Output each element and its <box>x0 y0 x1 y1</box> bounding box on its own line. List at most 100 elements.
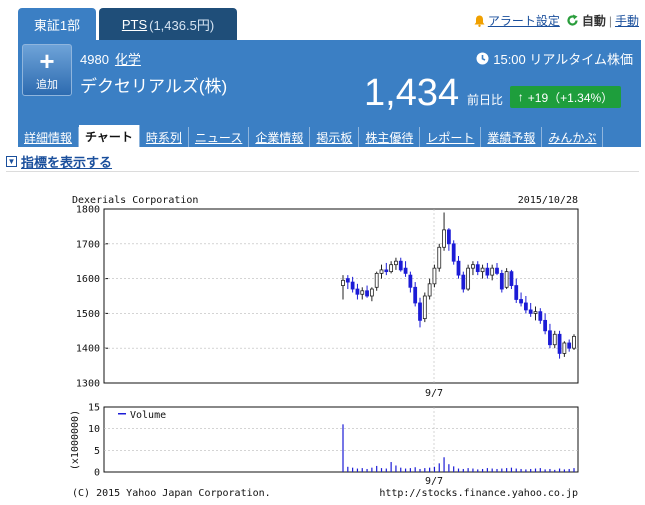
candle-body <box>471 264 475 269</box>
candle-body <box>451 243 456 262</box>
stock-chart: Dexerials Corporation 2015/10/28 1800 170… <box>60 190 590 505</box>
candle-body <box>365 290 369 297</box>
alert-setting-link[interactable]: アラート設定 <box>487 14 560 28</box>
indicator-toggle[interactable]: ▼ 指標を表示する <box>6 152 112 171</box>
candle-body <box>475 264 480 273</box>
volume-x-tick: 9/7 <box>425 476 443 487</box>
candle-body <box>341 279 345 286</box>
volume-legend: Volume <box>130 410 166 421</box>
candle-body <box>567 342 572 349</box>
candle-body <box>490 267 495 276</box>
candle-body <box>413 286 418 304</box>
volume-legend-swatch <box>118 413 126 415</box>
candle-body <box>408 274 413 288</box>
stock-code-line: 4980 化学 <box>80 49 141 68</box>
chart-copyright: (C) 2015 Yahoo Japan Corporation. <box>72 488 271 499</box>
price-y-tick: 1300 <box>76 379 100 390</box>
manual-refresh-link[interactable]: 手動 <box>614 14 639 28</box>
candle-body <box>355 288 360 295</box>
candle-body <box>523 302 528 311</box>
top-right-controls: アラート設定 自動 | 手動 <box>474 12 639 29</box>
candle-body <box>427 283 432 297</box>
price-y-tick: 1400 <box>76 344 100 355</box>
realtime-label: 15:00 リアルタイム株価 <box>493 52 633 67</box>
volume-y-tick: 10 <box>88 424 100 435</box>
expand-icon: ▼ <box>6 156 17 167</box>
candle-body <box>538 311 543 321</box>
auto-refresh-toggle[interactable]: 自動 <box>581 14 606 28</box>
candle-body <box>461 274 466 290</box>
market-tabs: 東証1部 PTS (1,436.5円) <box>0 0 645 40</box>
add-button-label: 追加 <box>36 78 58 91</box>
candle-body <box>442 229 446 248</box>
candle-body <box>456 260 461 276</box>
candle-body <box>384 269 389 273</box>
tab-company-info[interactable]: 企業情報 <box>249 127 311 147</box>
candle-body <box>437 246 442 269</box>
chart-source-url: http://stocks.finance.yahoo.co.jp <box>379 488 578 499</box>
indicator-toggle-link[interactable]: 指標を表示する <box>21 155 113 170</box>
volume-axis-label: (x1000000) <box>70 410 81 470</box>
candle-body <box>504 271 509 288</box>
candle-body <box>499 272 504 290</box>
candle-body <box>422 295 427 320</box>
tab-tse[interactable]: 東証1部 <box>18 8 96 40</box>
tab-pts[interactable]: PTS (1,436.5円) <box>99 8 237 40</box>
candle-body <box>572 335 576 349</box>
tab-tse-label: 東証1部 <box>33 17 81 33</box>
price-y-tick: 1700 <box>76 239 100 250</box>
tab-news[interactable]: ニュース <box>189 127 250 147</box>
bell-icon <box>474 15 485 27</box>
candle-body <box>369 288 374 297</box>
divider <box>6 171 639 172</box>
tab-shareholder-benefits[interactable]: 株主優待 <box>359 127 421 147</box>
volume-plot-frame <box>103 406 579 473</box>
candle-body <box>548 330 552 346</box>
candle-body <box>552 333 557 346</box>
stock-price: 1,434 <box>364 72 460 114</box>
tab-minkabu[interactable]: みんかぶ <box>542 127 604 147</box>
pts-price: (1,436.5円) <box>149 17 215 33</box>
arrow-up-icon: ↑ <box>517 90 524 104</box>
clock-icon <box>476 52 489 65</box>
refresh-icon <box>567 14 578 26</box>
candle-body <box>466 267 471 290</box>
chart-svg: Dexerials Corporation 2015/10/28 1800 170… <box>70 195 579 499</box>
volume-y-tick: 0 <box>94 468 100 479</box>
candle-body <box>398 260 403 271</box>
tab-earnings-forecast[interactable]: 業績予報 <box>481 127 543 147</box>
volume-y-tick: 15 <box>88 403 100 414</box>
tab-chart[interactable]: チャート <box>79 125 140 147</box>
pts-link[interactable]: PTS <box>121 16 148 32</box>
tab-report[interactable]: レポート <box>420 127 482 147</box>
candle-body <box>360 290 365 295</box>
candle-body <box>485 267 490 276</box>
candle-body <box>446 229 451 245</box>
stock-code: 4980 <box>80 52 109 67</box>
tab-history[interactable]: 時系列 <box>140 127 189 147</box>
candle-body <box>495 267 499 274</box>
tab-board[interactable]: 掲示板 <box>310 127 360 147</box>
tab-details[interactable]: 詳細情報 <box>18 127 80 147</box>
candle-body <box>432 267 437 285</box>
add-button[interactable]: + 追加 <box>22 44 72 96</box>
candle-body <box>418 302 422 321</box>
candle-body <box>514 285 519 300</box>
price-y-tick: 1800 <box>76 205 100 216</box>
realtime-status: 15:00 リアルタイム株価 <box>476 49 633 68</box>
candle-body <box>562 342 567 354</box>
candle-body <box>509 271 514 286</box>
candle-body <box>403 267 408 274</box>
price-change-badge: ↑ +19（+1.34%） <box>510 86 621 108</box>
industry-link[interactable]: 化学 <box>114 52 141 67</box>
volume-y-tick: 5 <box>94 446 100 457</box>
candle-body <box>480 267 485 273</box>
candle-body <box>557 333 562 354</box>
chart-company: Dexerials Corporation <box>72 195 198 206</box>
candle-body <box>519 299 523 304</box>
candle-body <box>345 278 350 283</box>
candle-body <box>528 309 533 314</box>
chart-date: 2015/10/28 <box>518 195 578 206</box>
prev-day-label: 前日比 <box>467 93 504 107</box>
price-y-tick: 1500 <box>76 309 100 320</box>
